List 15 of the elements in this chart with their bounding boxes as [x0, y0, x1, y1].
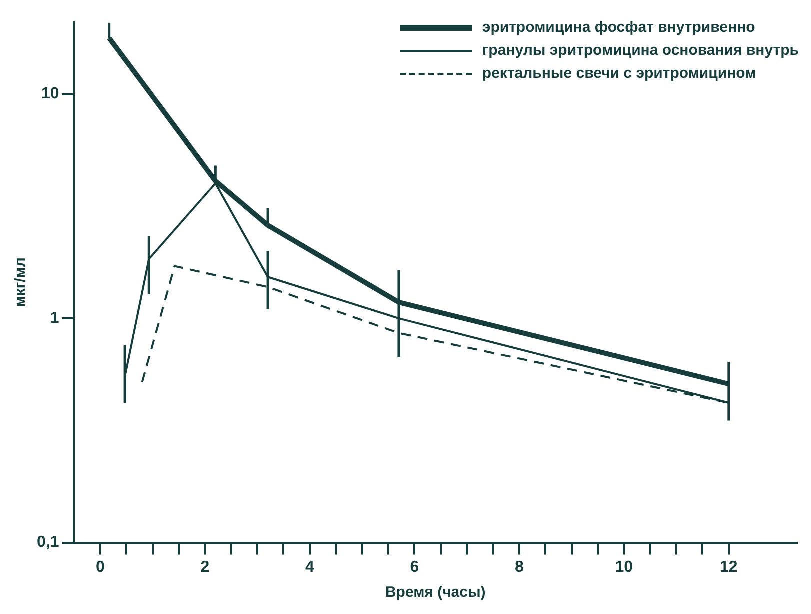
x-tick-label: 12 — [720, 558, 738, 576]
legend-label: эритромицина фосфат внутривенно — [482, 18, 756, 38]
y-tick-label: 0,1 — [36, 534, 60, 552]
x-axis-title: Время (часы) — [385, 584, 486, 602]
x-tick-label: 8 — [514, 558, 524, 576]
x-tick-label: 0 — [96, 558, 105, 576]
x-tick-label: 2 — [200, 558, 210, 576]
y-tick-label: 1 — [50, 310, 60, 327]
legend-label: ректальные свечи с эритромицином — [482, 64, 756, 84]
x-tick-label: 10 — [615, 558, 634, 576]
y-tick-label: 10 — [41, 86, 60, 103]
y-axis-title: мкг/мл — [12, 258, 30, 308]
x-tick-label: 4 — [305, 558, 314, 576]
legend-label: гранулы эритромицина основания внутрь — [482, 41, 799, 61]
x-tick-label: 6 — [410, 558, 420, 576]
